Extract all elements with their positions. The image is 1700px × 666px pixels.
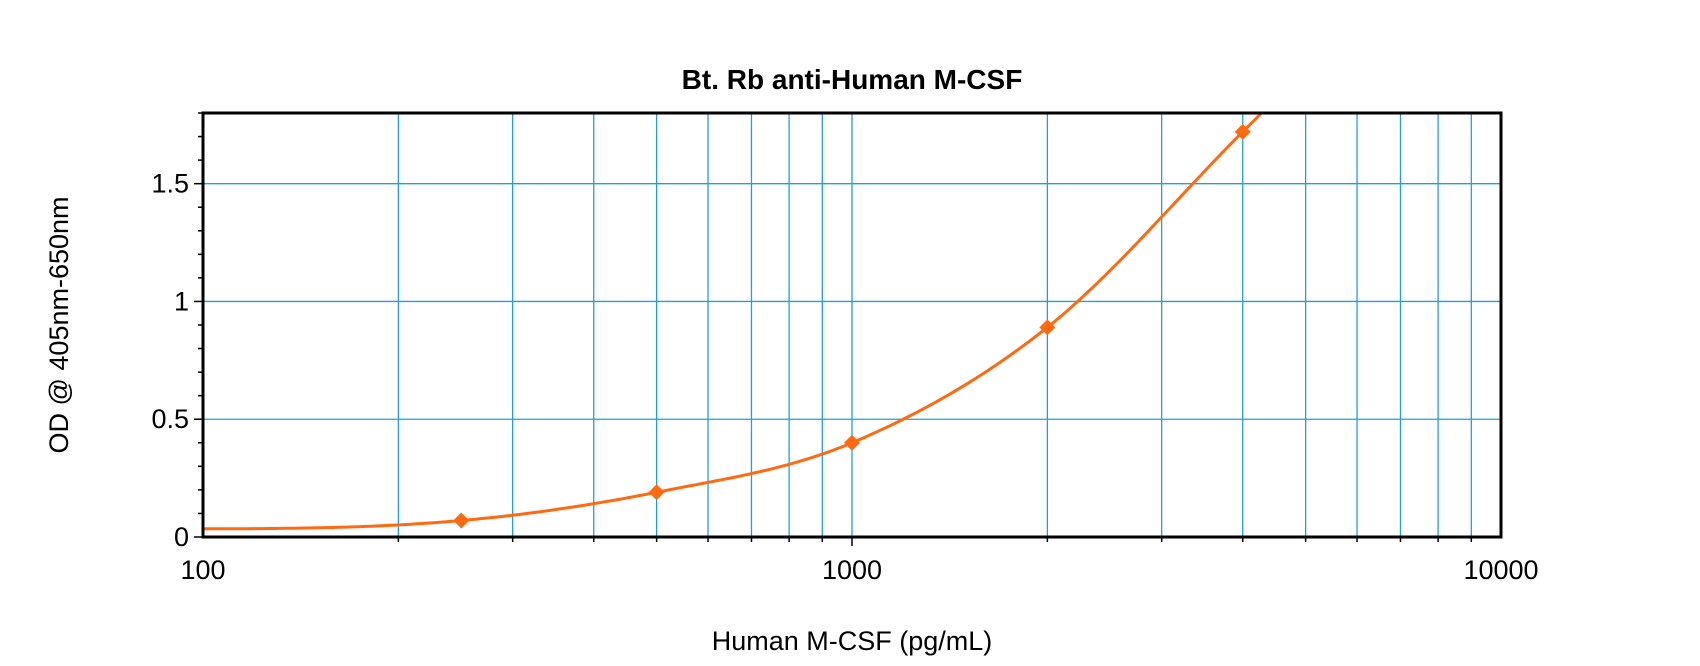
data-point-marker bbox=[453, 512, 470, 529]
fit-curve-layer bbox=[203, 112, 1262, 531]
y-tick-label: 0.5 bbox=[151, 404, 189, 434]
x-tick-labels: 100 1000 10000 bbox=[180, 555, 1538, 585]
data-point-marker bbox=[1234, 123, 1251, 140]
chart-title: Bt. Rb anti-Human M-CSF bbox=[682, 64, 1023, 95]
data-point-marker bbox=[844, 434, 860, 451]
y-tick-label: 1 bbox=[174, 286, 189, 316]
x-tick-label: 10000 bbox=[1463, 555, 1538, 585]
x-tick-label: 100 bbox=[180, 555, 225, 585]
x-axis-label: Human M-CSF (pg/mL) bbox=[712, 626, 993, 656]
y-tick-label: 0 bbox=[174, 522, 189, 552]
y-axis-label: OD @ 405nm-650nm bbox=[44, 196, 74, 453]
data-points bbox=[453, 123, 1251, 529]
grid bbox=[203, 113, 1501, 537]
data-point-marker bbox=[648, 484, 665, 501]
fit-curve bbox=[203, 112, 1262, 531]
y-tick-labels: 0 0.5 1 1.5 bbox=[151, 169, 189, 552]
axis-ticks bbox=[194, 112, 1473, 546]
data-point-marker bbox=[1039, 319, 1056, 336]
plot-frame bbox=[201, 111, 1503, 539]
y-tick-label: 1.5 bbox=[151, 169, 189, 199]
x-tick-label: 1000 bbox=[822, 555, 882, 585]
